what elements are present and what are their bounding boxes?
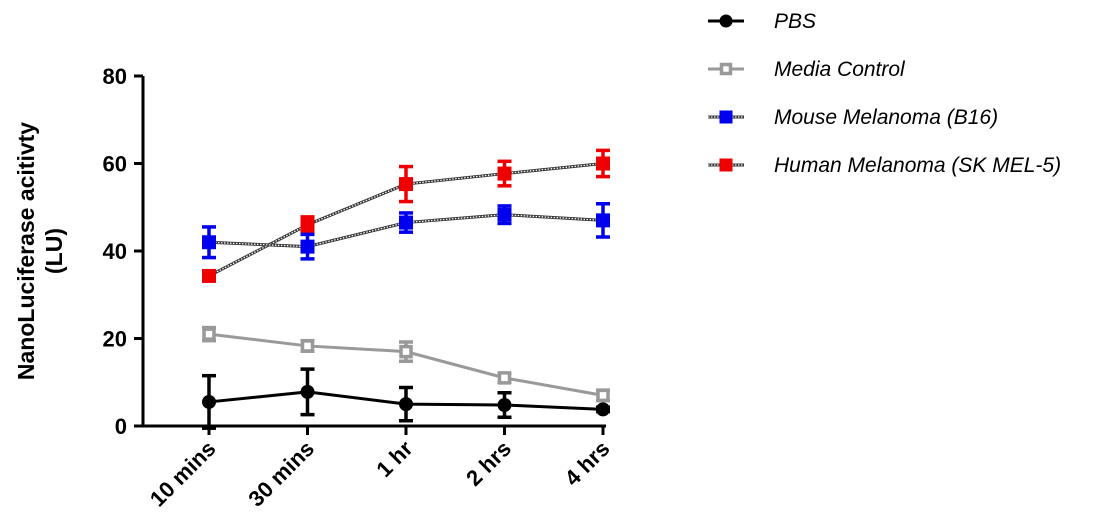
legend-item: Media Control — [708, 58, 906, 81]
data-point — [497, 166, 512, 181]
data-point — [497, 207, 512, 222]
legend-item: Human Melanoma (SK MEL-5) — [708, 154, 1061, 177]
data-point — [399, 344, 413, 359]
data-point — [719, 158, 733, 172]
data-point — [300, 239, 315, 254]
data-point — [300, 217, 315, 232]
y-tick-label: 0 — [115, 414, 127, 439]
data-point — [202, 394, 216, 409]
y-axis-title-line2: (LU) — [41, 228, 67, 274]
series-human-melanoma-sk-mel-5- — [202, 148, 610, 283]
data-point — [399, 397, 413, 412]
y-axis-title-line1: NanoLuciferase acitivty — [13, 122, 39, 380]
y-tick-label: 40 — [103, 239, 127, 264]
legend-item: Mouse Melanoma (B16) — [708, 106, 998, 129]
data-point — [399, 177, 413, 192]
x-tick-label: 2 hrs — [461, 436, 516, 491]
x-tick-label: 4 hrs — [560, 436, 615, 491]
plot-area — [202, 148, 610, 430]
x-tick-label: 1 hr — [371, 436, 418, 483]
data-point — [202, 268, 216, 283]
x-tick-label: 10 mins — [145, 436, 221, 512]
series-mouse-melanoma-b16- — [202, 202, 610, 261]
data-point — [497, 398, 512, 412]
legend: PBS Media Control Mouse Melanoma (B16) Huma… — [708, 10, 1061, 177]
legend-label: Media Control — [774, 58, 906, 81]
y-tick-label: 80 — [103, 64, 127, 89]
data-point — [596, 402, 610, 417]
legend-label: Mouse Melanoma (B16) — [774, 106, 998, 129]
y-tick-label: 60 — [103, 152, 127, 177]
data-point — [719, 62, 733, 76]
data-point — [399, 215, 413, 230]
y-axis-title: NanoLuciferase acitivty (LU) — [13, 122, 67, 380]
data-point — [719, 14, 733, 28]
data-point — [202, 327, 216, 341]
series-media-control — [202, 325, 610, 403]
data-point — [719, 110, 733, 124]
legend-label: PBS — [774, 10, 816, 33]
data-point — [596, 213, 610, 228]
data-point — [300, 384, 315, 399]
data-point — [596, 156, 610, 171]
data-point — [300, 339, 315, 353]
axes: 0 20 40 60 80 10 mins 30 mins 1 hr 2 hrs 4 hrs — [103, 64, 615, 511]
data-point — [596, 388, 610, 403]
data-point — [497, 371, 512, 385]
data-point — [202, 235, 216, 250]
series-pbs — [202, 367, 610, 430]
legend-label: Human Melanoma (SK MEL-5) — [774, 154, 1061, 177]
legend-item: PBS — [708, 10, 816, 33]
x-tick-label: 30 mins — [243, 436, 319, 512]
y-tick-label: 20 — [103, 327, 127, 352]
